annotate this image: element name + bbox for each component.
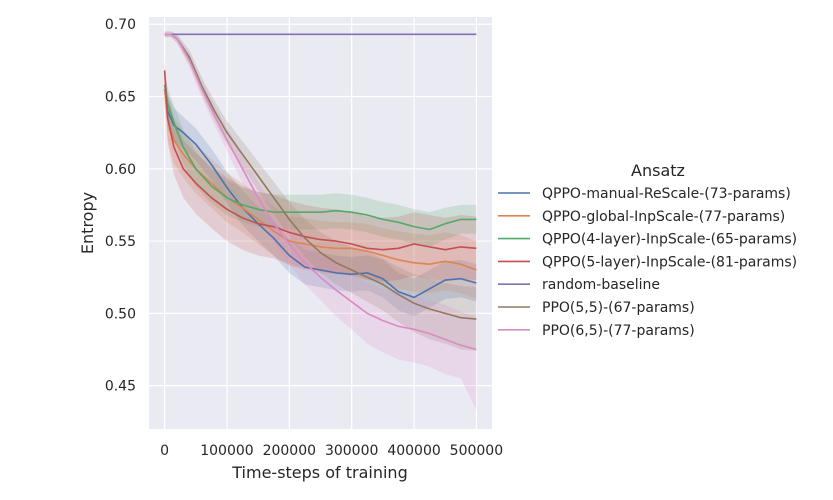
y-tick-label: 0.50 bbox=[105, 306, 136, 322]
legend-entry: QPPO-global-InpScale-(77-params) bbox=[542, 209, 785, 225]
x-tick-label: 100000 bbox=[200, 443, 253, 459]
x-tick-label: 500000 bbox=[450, 443, 503, 459]
line-series-5 bbox=[164, 33, 477, 320]
plot-background bbox=[149, 17, 492, 429]
confidence-bands bbox=[164, 31, 477, 411]
y-tick-label: 0.65 bbox=[105, 90, 136, 106]
legend-title: Ansatz bbox=[631, 161, 685, 180]
legend-entry: random-baseline bbox=[542, 277, 660, 293]
band-series-2 bbox=[164, 70, 477, 247]
y-tick-label: 0.45 bbox=[105, 379, 136, 395]
line-series-0 bbox=[163, 89, 477, 299]
line-series-3 bbox=[163, 70, 477, 251]
legend: Ansatz QPPO-manual-ReScale-(73-params) QP… bbox=[498, 161, 797, 339]
legend-entry: QPPO(4-layer)-InpScale-(65-params) bbox=[542, 232, 797, 248]
x-axis-label: Time-steps of training bbox=[231, 463, 407, 482]
y-axis-label: Entropy bbox=[78, 192, 97, 254]
y-tick-label: 0.55 bbox=[105, 234, 136, 250]
legend-entry: PPO(6,5)-(77-params) bbox=[542, 323, 695, 339]
x-tick-labels: 0 100000 200000 300000 400000 500000 bbox=[160, 443, 503, 459]
y-tick-labels: 0.45 0.50 0.55 0.60 0.65 0.70 bbox=[105, 17, 136, 394]
grid bbox=[149, 17, 492, 429]
x-tick-label: 0 bbox=[160, 443, 169, 459]
legend-entry: PPO(5,5)-(67-params) bbox=[542, 300, 695, 316]
legend-entry: QPPO-manual-ReScale-(73-params) bbox=[542, 186, 791, 202]
band-series-6 bbox=[164, 31, 477, 411]
line-series-6 bbox=[164, 33, 477, 351]
band-series-3 bbox=[164, 60, 477, 282]
x-tick-label: 200000 bbox=[263, 443, 316, 459]
legend-entry: QPPO(5-layer)-InpScale-(81-params) bbox=[542, 254, 797, 270]
x-tick-label: 300000 bbox=[325, 443, 378, 459]
band-series-0 bbox=[164, 74, 477, 317]
band-series-5 bbox=[164, 31, 477, 351]
series-lines bbox=[163, 33, 477, 351]
line-series-2 bbox=[163, 84, 477, 231]
x-tick-label: 400000 bbox=[387, 443, 440, 459]
y-tick-label: 0.70 bbox=[105, 17, 136, 33]
line-series-1 bbox=[163, 89, 477, 271]
band-series-1 bbox=[164, 70, 477, 299]
y-tick-label: 0.60 bbox=[105, 162, 136, 178]
